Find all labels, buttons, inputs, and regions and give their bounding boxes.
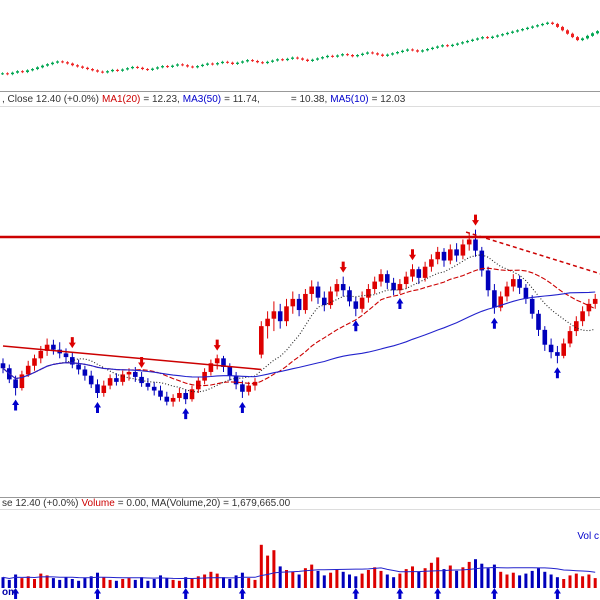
volume-legend-close-text: se 12.40 (+0.0%) xyxy=(2,498,79,509)
volume-legend-value: = 0.00, MA(Volume,20) = 1,679,665.00 xyxy=(117,498,291,509)
main-chart-legend: , Close 12.40 (+0.0%) MA1(20) = 12.23, M… xyxy=(0,91,600,107)
mini-chart[interactable] xyxy=(0,0,600,91)
legend-close-text: , Close 12.40 (+0.0%) xyxy=(2,93,99,105)
watermark-text: om xyxy=(2,587,17,598)
legend-ma1-value: = 12.23, xyxy=(143,93,180,105)
legend-ma5-value: = 12.03 xyxy=(371,93,406,105)
legend-ma5-label: MA5(10) xyxy=(330,93,369,105)
volume-legend-label: Volume xyxy=(81,498,115,509)
main-chart[interactable] xyxy=(0,107,600,497)
legend-ma3-label: MA3(50) xyxy=(182,93,222,105)
legend-ma3-value: = 11.74, xyxy=(224,93,260,105)
volume-legend: se 12.40 (+0.0%) Volume = 0.00, MA(Volum… xyxy=(0,497,600,510)
legend-ma1-label: MA1(20) xyxy=(102,93,141,105)
volume-chart[interactable] xyxy=(0,510,600,600)
volume-axis-label: Vol c xyxy=(577,531,599,542)
legend-ma4-value: = 10.38, xyxy=(290,93,328,105)
